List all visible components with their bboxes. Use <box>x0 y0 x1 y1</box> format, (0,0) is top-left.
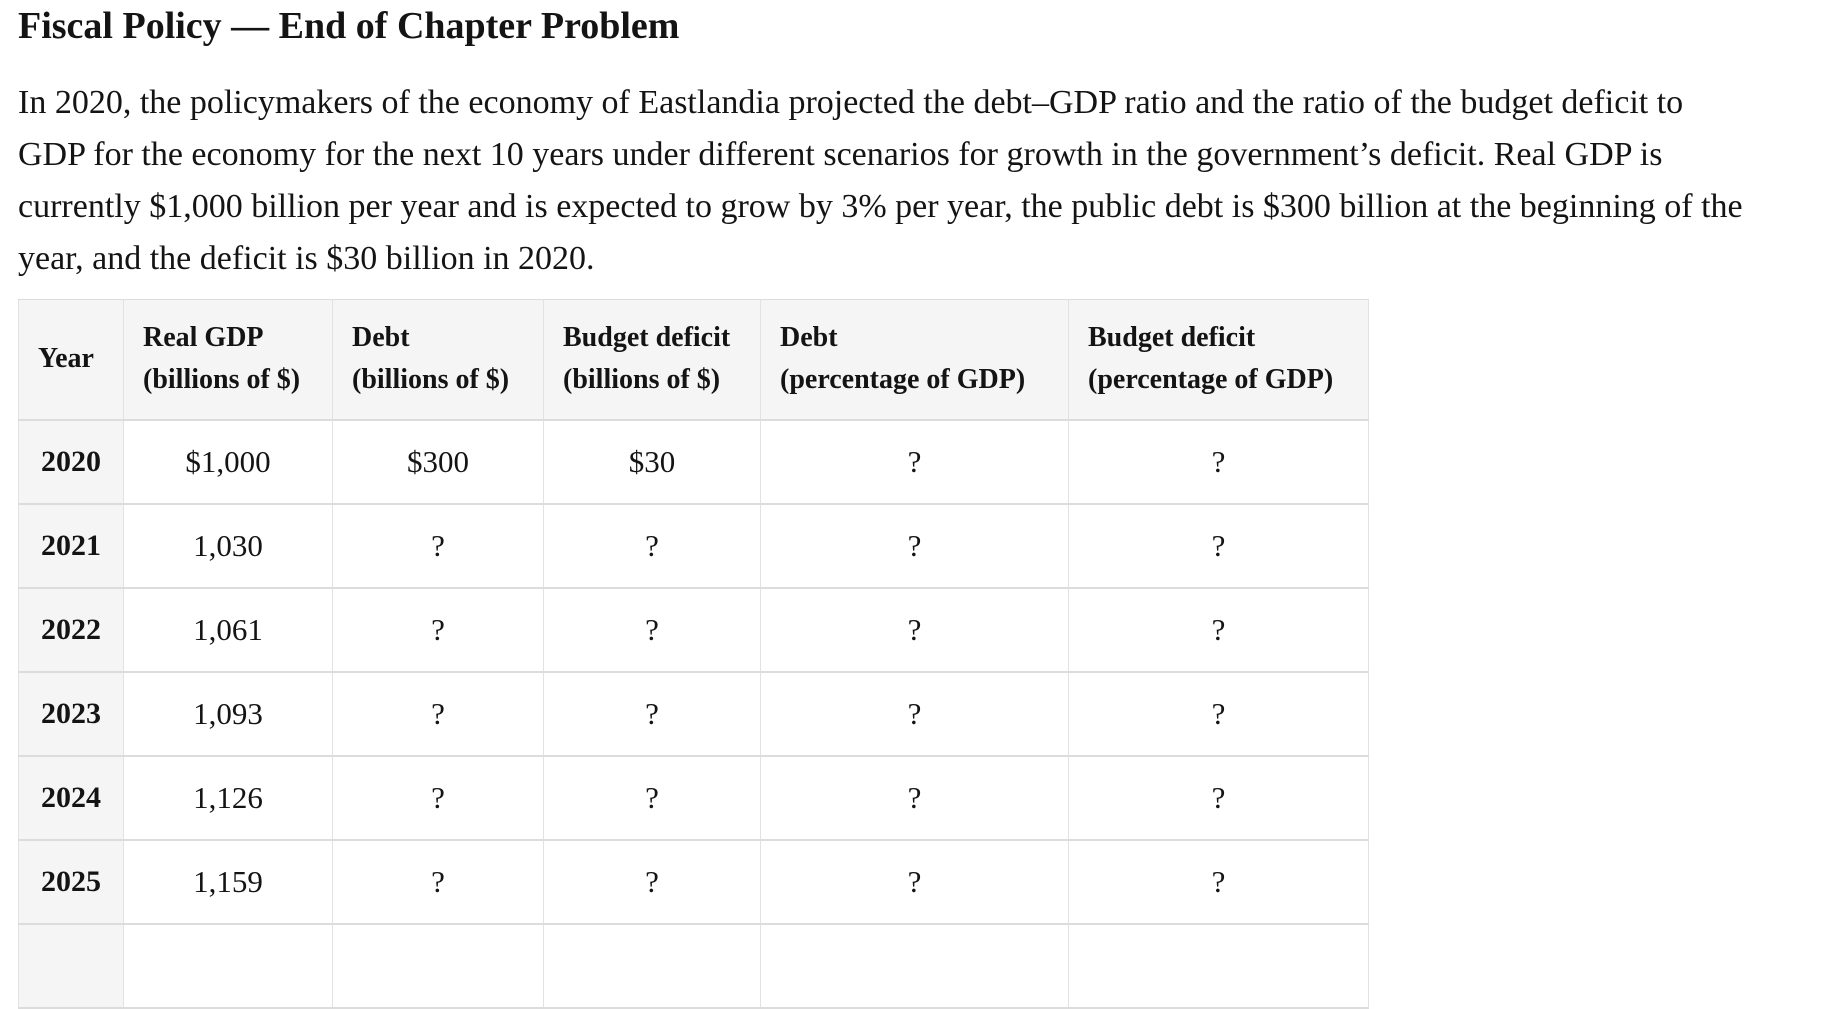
debt-pct-gdp-cell: ? <box>760 418 1069 505</box>
real-gdp-cell: 1,030 <box>123 502 333 589</box>
table-row-2022: 2022 1,061 ? ? ? ? <box>18 586 1369 673</box>
debt-pct-gdp-cell: ? <box>760 502 1069 589</box>
table-row-2020: 2020 $1,000 $300 $30 ? ? <box>18 418 1369 505</box>
problem-statement-line: GDP for the economy for the next 10 year… <box>18 136 1663 173</box>
budget-deficit-cell: ? <box>543 754 761 841</box>
year-cell: 2023 <box>18 670 124 757</box>
column-header-label: Year <box>38 343 94 375</box>
year-cell: 2025 <box>18 838 124 925</box>
debt-pct-gdp-cell: ? <box>760 838 1069 925</box>
deficit-pct-gdp-cell: ? <box>1068 754 1369 841</box>
column-header-budget-deficit: Budget deficit (billions of $) <box>543 299 761 421</box>
table-row-partial <box>18 922 1369 1009</box>
debt-pct-gdp-cell <box>760 922 1069 1009</box>
column-header-units: (percentage of GDP) <box>1088 364 1334 396</box>
page-title: Fiscal Policy — End of Chapter Problem <box>18 5 680 47</box>
debt-cell: ? <box>332 754 544 841</box>
table-row-2025: 2025 1,159 ? ? ? ? <box>18 838 1369 925</box>
budget-deficit-cell: $30 <box>543 418 761 505</box>
column-header-label: Debt <box>780 322 838 354</box>
debt-pct-gdp-cell: ? <box>760 670 1069 757</box>
column-header-label: Budget deficit <box>1088 322 1256 354</box>
problem-statement-line: year, and the deficit is $30 billion in … <box>18 240 595 277</box>
budget-deficit-cell: ? <box>543 670 761 757</box>
table-header-row: Year Real GDP (billions of $) Debt (bill… <box>18 299 1369 421</box>
real-gdp-cell: 1,126 <box>123 754 333 841</box>
problem-statement-line: In 2020, the policymakers of the economy… <box>18 84 1684 121</box>
year-cell: 2020 <box>18 418 124 505</box>
column-header-year: Year <box>18 299 124 421</box>
problem-statement: In 2020, the policymakers of the economy… <box>18 77 1838 285</box>
debt-cell: ? <box>332 838 544 925</box>
budget-deficit-cell: ? <box>543 586 761 673</box>
column-header-units: (billions of $) <box>143 364 301 396</box>
real-gdp-cell: 1,159 <box>123 838 333 925</box>
deficit-pct-gdp-cell: ? <box>1068 418 1369 505</box>
real-gdp-cell: $1,000 <box>123 418 333 505</box>
table-row-2024: 2024 1,126 ? ? ? ? <box>18 754 1369 841</box>
real-gdp-cell: 1,061 <box>123 586 333 673</box>
table-row-2021: 2021 1,030 ? ? ? ? <box>18 502 1369 589</box>
column-header-label: Real GDP <box>143 322 264 354</box>
debt-pct-gdp-cell: ? <box>760 586 1069 673</box>
deficit-pct-gdp-cell: ? <box>1068 502 1369 589</box>
problem-statement-line: currently $1,000 billion per year and is… <box>18 188 1743 225</box>
column-header-debt: Debt (billions of $) <box>332 299 544 421</box>
column-header-units: (billions of $) <box>352 364 510 396</box>
year-cell <box>18 922 124 1009</box>
column-header-deficit-pct-gdp: Budget deficit (percentage of GDP) <box>1068 299 1369 421</box>
year-cell: 2021 <box>18 502 124 589</box>
debt-cell: $300 <box>332 418 544 505</box>
column-header-units: (billions of $) <box>563 364 721 396</box>
debt-cell <box>332 922 544 1009</box>
budget-deficit-cell: ? <box>543 502 761 589</box>
column-header-units: (percentage of GDP) <box>780 364 1026 396</box>
column-header-label: Budget deficit <box>563 322 731 354</box>
deficit-pct-gdp-cell: ? <box>1068 670 1369 757</box>
column-header-debt-pct-gdp: Debt (percentage of GDP) <box>760 299 1069 421</box>
year-cell: 2024 <box>18 754 124 841</box>
column-header-label: Debt <box>352 322 410 354</box>
debt-cell: ? <box>332 670 544 757</box>
budget-deficit-cell: ? <box>543 838 761 925</box>
real-gdp-cell: 1,093 <box>123 670 333 757</box>
real-gdp-cell <box>123 922 333 1009</box>
fiscal-projection-table: Year Real GDP (billions of $) Debt (bill… <box>18 299 1369 1009</box>
column-header-real-gdp: Real GDP (billions of $) <box>123 299 333 421</box>
debt-pct-gdp-cell: ? <box>760 754 1069 841</box>
budget-deficit-cell <box>543 922 761 1009</box>
deficit-pct-gdp-cell: ? <box>1068 586 1369 673</box>
debt-cell: ? <box>332 502 544 589</box>
year-cell: 2022 <box>18 586 124 673</box>
debt-cell: ? <box>332 586 544 673</box>
deficit-pct-gdp-cell <box>1068 922 1369 1009</box>
table-row-2023: 2023 1,093 ? ? ? ? <box>18 670 1369 757</box>
deficit-pct-gdp-cell: ? <box>1068 838 1369 925</box>
